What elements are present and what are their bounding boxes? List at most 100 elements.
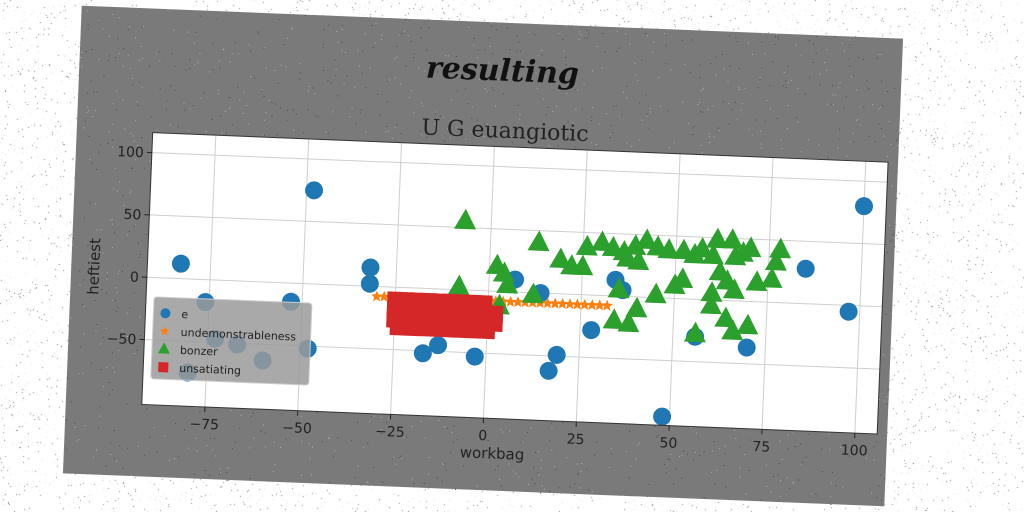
data-marks — [171, 181, 874, 426]
noise-dot — [78, 372, 80, 374]
noise-dot — [648, 483, 650, 485]
noise-dot — [529, 146, 531, 148]
noise-dot — [591, 490, 593, 492]
noise-dot — [567, 121, 569, 123]
noise-dot — [105, 327, 107, 329]
noise-dot — [464, 88, 466, 90]
noise-dot — [72, 238, 74, 240]
noise-dot — [274, 70, 276, 72]
noise-dot — [99, 406, 101, 408]
noise-dot — [586, 138, 588, 140]
noise-dot — [472, 106, 474, 108]
noise-dot — [349, 116, 351, 118]
noise-dot — [98, 20, 100, 22]
noise-dot — [115, 299, 117, 302]
noise-dot — [398, 457, 400, 459]
data-point — [607, 277, 630, 299]
noise-dot — [369, 420, 371, 422]
noise-dot — [105, 465, 107, 467]
noise-dot — [484, 453, 486, 455]
noise-dot — [893, 87, 895, 89]
noise-dot — [130, 133, 132, 135]
noise-dot — [779, 479, 781, 481]
noise-dot — [839, 128, 841, 130]
noise-dot — [455, 55, 457, 58]
noise-dot — [729, 65, 731, 67]
noise-dot — [334, 59, 336, 61]
noise-dot — [455, 488, 457, 491]
data-point — [434, 320, 451, 338]
noise-dot — [646, 113, 648, 115]
noise-dot — [769, 108, 772, 110]
noise-dot — [127, 55, 129, 57]
noise-dot — [212, 69, 214, 71]
noise-dot — [443, 64, 445, 66]
noise-dot — [880, 80, 883, 82]
noise-dot — [533, 466, 535, 468]
noise-dot — [231, 53, 233, 55]
noise-dot — [391, 137, 393, 139]
noise-dot — [699, 76, 701, 78]
noise-dot — [145, 233, 147, 235]
noise-dot — [630, 465, 632, 467]
noise-dot — [625, 450, 627, 452]
noise-dot — [156, 129, 158, 131]
noise-dot — [609, 133, 611, 135]
noise-dot — [216, 18, 218, 20]
noise-dot — [626, 142, 628, 144]
noise-dot — [257, 31, 259, 33]
noise-dot — [394, 57, 396, 59]
noise-dot — [863, 106, 865, 108]
noise-dot — [394, 126, 396, 128]
data-point — [521, 282, 544, 304]
noise-dot — [360, 484, 362, 486]
noise-dot — [882, 135, 884, 137]
legend-label: e — [181, 308, 189, 321]
data-point — [378, 290, 390, 302]
noise-dot — [540, 492, 542, 494]
noise-dot — [849, 66, 851, 68]
noise-dot — [548, 145, 550, 147]
noise-dot — [95, 275, 97, 277]
noise-dot — [698, 101, 701, 103]
noise-dot — [566, 93, 568, 95]
noise-dot — [741, 103, 743, 105]
noise-dot — [114, 457, 116, 459]
noise-dot — [380, 38, 383, 41]
noise-dot — [108, 55, 110, 57]
noise-dot — [411, 426, 413, 428]
noise-dot — [68, 343, 70, 345]
noise-dot — [807, 139, 809, 141]
noise-dot — [701, 151, 703, 153]
noise-dot — [132, 215, 134, 217]
noise-dot — [856, 89, 858, 91]
noise-dot — [804, 93, 806, 95]
noise-dot — [543, 488, 545, 490]
noise-dot — [851, 76, 853, 78]
noise-dot — [206, 444, 208, 446]
noise-dot — [572, 122, 574, 124]
noise-dot — [365, 131, 367, 133]
noise-dot — [280, 107, 282, 109]
noise-dot — [495, 105, 497, 107]
noise-dot — [93, 456, 95, 458]
noise-dot — [116, 190, 118, 192]
noise-dot — [322, 43, 324, 45]
noise-dot — [156, 451, 158, 453]
noise-dot — [878, 123, 880, 125]
noise-dot — [143, 26, 145, 28]
noise-dot — [249, 50, 252, 52]
noise-dot — [876, 57, 878, 59]
noise-dot — [625, 33, 627, 35]
noise-dot — [747, 42, 749, 44]
noise-dot — [555, 469, 557, 471]
noise-dot — [143, 455, 145, 457]
noise-dot — [84, 425, 86, 427]
noise-dot — [195, 437, 197, 439]
noise-dot — [265, 112, 267, 114]
noise-dot — [177, 126, 179, 128]
noise-dot — [499, 479, 501, 481]
noise-dot — [534, 452, 536, 454]
noise-dot — [739, 446, 741, 448]
noise-dot — [744, 453, 746, 456]
